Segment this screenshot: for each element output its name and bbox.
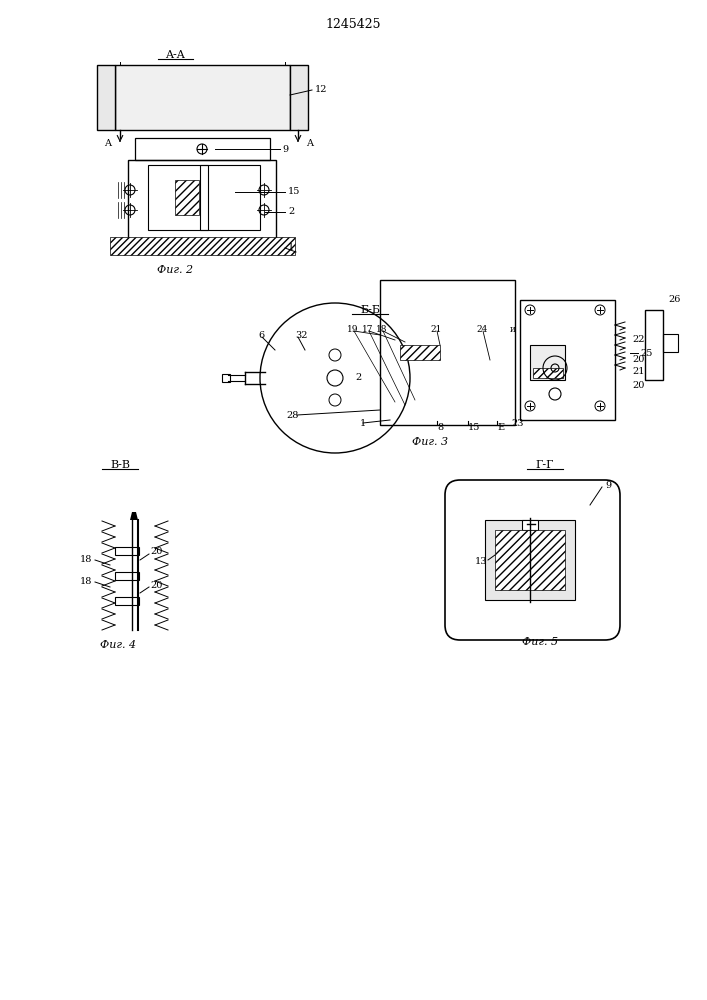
Bar (200, 165, 260, 230)
Text: Фиг. 2: Фиг. 2 (157, 265, 193, 275)
Text: 19: 19 (347, 324, 358, 334)
Bar (110, 237, 295, 255)
Text: 18: 18 (376, 324, 387, 334)
Text: E: E (497, 422, 504, 432)
Text: и: и (510, 324, 516, 334)
Text: 21: 21 (430, 324, 441, 334)
Bar (495, 530, 565, 590)
Text: 18: 18 (80, 556, 93, 564)
Bar (530, 345, 565, 380)
Bar (485, 520, 575, 600)
Text: Фиг. 3: Фиг. 3 (412, 437, 448, 447)
Text: 21: 21 (632, 367, 645, 376)
Bar (400, 345, 440, 360)
Text: A-A: A-A (165, 50, 185, 60)
Text: 12: 12 (315, 86, 327, 95)
Bar (522, 520, 538, 530)
Bar (533, 368, 563, 378)
Text: 1: 1 (288, 243, 294, 252)
Text: 32: 32 (295, 330, 308, 340)
Text: 28: 28 (286, 410, 298, 420)
Text: 9: 9 (605, 481, 611, 489)
Bar (115, 597, 139, 605)
Bar (290, 65, 308, 130)
Text: В-В: В-В (110, 460, 130, 470)
Bar (115, 547, 139, 555)
Text: Фиг. 4: Фиг. 4 (100, 640, 136, 650)
Bar (520, 300, 615, 420)
Text: 23: 23 (511, 418, 523, 428)
Bar (135, 138, 270, 160)
Text: 6: 6 (258, 330, 264, 340)
Text: 15: 15 (468, 422, 480, 432)
Text: 9: 9 (282, 144, 288, 153)
Text: 17: 17 (362, 324, 373, 334)
Bar (128, 160, 276, 240)
Text: A: A (307, 138, 313, 147)
Text: 2: 2 (355, 373, 361, 382)
Text: 1: 1 (360, 418, 366, 428)
Text: Г-Г: Г-Г (536, 460, 554, 470)
Text: 8: 8 (437, 422, 443, 432)
Bar (380, 280, 515, 425)
Text: 26: 26 (668, 296, 680, 304)
Text: 22: 22 (632, 336, 645, 344)
Text: 25: 25 (640, 349, 653, 358)
Text: 24: 24 (476, 324, 487, 334)
Text: 20: 20 (150, 548, 163, 556)
Bar (175, 180, 199, 215)
Text: 20: 20 (632, 356, 644, 364)
FancyBboxPatch shape (445, 480, 620, 640)
Bar (645, 310, 663, 380)
Bar (97, 65, 115, 130)
Bar (115, 572, 139, 580)
Text: Б-Б: Б-Б (360, 305, 380, 315)
Text: 2: 2 (288, 208, 294, 217)
Text: 20: 20 (150, 580, 163, 589)
Text: A: A (105, 138, 112, 147)
Text: 15: 15 (288, 188, 300, 196)
Text: Фиг. 5: Фиг. 5 (522, 637, 558, 647)
Bar (222, 374, 230, 382)
Bar (115, 65, 290, 130)
Bar (663, 334, 678, 352)
Text: 18: 18 (80, 578, 93, 586)
Polygon shape (130, 512, 138, 520)
Text: 13: 13 (475, 558, 488, 566)
Text: 1245425: 1245425 (325, 18, 381, 31)
Bar (148, 165, 208, 230)
Text: 20: 20 (632, 380, 644, 389)
